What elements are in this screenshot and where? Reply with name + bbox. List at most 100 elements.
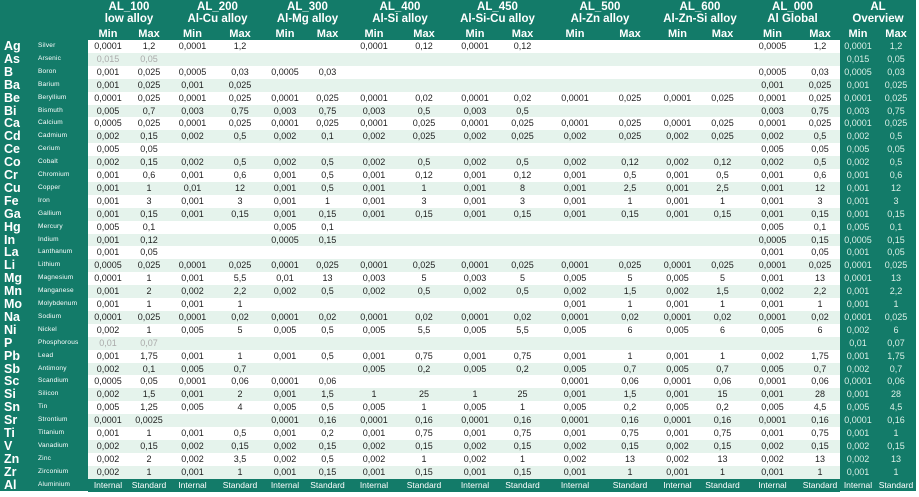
min-value: 0,0001: [271, 118, 299, 129]
row-background: [88, 169, 840, 182]
max-value: 1: [146, 273, 152, 284]
min-value: 0,0001: [94, 415, 122, 426]
max-value: 0,025: [711, 131, 734, 142]
min-value: Internal: [758, 479, 787, 490]
group-name: Al Global: [767, 12, 818, 25]
group-name: Al-Zn-Si alloy: [663, 12, 737, 25]
max-value: 0,15: [513, 208, 532, 219]
min-value: 0,002: [761, 440, 784, 451]
max-value: 15: [717, 389, 728, 400]
min-value: Internal: [663, 479, 692, 490]
min-value: 0,005: [273, 324, 297, 335]
max-value: 1: [719, 350, 725, 361]
max-value: 0,16: [811, 415, 829, 426]
row-background: [88, 439, 840, 453]
table-row-be: Be Beryllium 0,0001 0,025 0,0001 0,025 0,0001 0…: [0, 91, 916, 105]
min-value: 0,002: [463, 453, 487, 464]
min-value: 0,002: [563, 157, 587, 168]
max-value: 1: [627, 466, 633, 477]
max-value: 0,06: [318, 376, 337, 387]
table-row-bi: Bi Bismuth 0,005 0,7 0,003 0,75 0,003 0,75 0,003…: [0, 104, 916, 118]
element-name: Nickel: [38, 325, 57, 333]
max-value: Standard: [612, 479, 648, 490]
max-value: 0,1: [321, 131, 334, 142]
element-symbol: Zr: [4, 464, 17, 479]
max-value: 0,15: [513, 440, 532, 451]
element-symbol: Ba: [4, 77, 20, 92]
element-name: Tin: [38, 403, 48, 411]
table-row-hg: Hg Mercury 0,005 0,1 0,005 0,1 0,005 0,1 0,005 0,…: [0, 220, 916, 234]
table-row-b: B Boron 0,001 0,025 0,0005 0,03 0,0005 0,03 0,00…: [0, 65, 916, 79]
max-value: 1: [421, 402, 427, 413]
min-value: 0,001: [761, 182, 784, 193]
min-value: 0,0001: [271, 415, 299, 426]
max-value: 0,75: [513, 350, 532, 361]
group-code: AL_200: [197, 1, 238, 13]
min-value: 0,002: [273, 453, 297, 464]
table-row-fe: Fe Iron 0,001 3 0,001 3 0,001 1 0,001 3 0,001 3 0,00…: [0, 194, 916, 208]
max-value: 1,2: [142, 41, 156, 51]
row-background: [88, 478, 840, 492]
group-header: AL_200 Al-Cu alloy: [170, 1, 265, 25]
column-header-max: Max: [885, 28, 907, 40]
max-value: 0,15: [621, 440, 639, 451]
max-value: 0,12: [513, 41, 532, 51]
min-value: 0,002: [96, 389, 120, 400]
max-value: 0,03: [887, 66, 905, 77]
min-value: 0,001: [563, 389, 587, 400]
min-value: 0,002: [761, 131, 784, 142]
min-value: 0,0001: [844, 260, 872, 271]
min-value: 0,001: [846, 466, 870, 477]
max-value: 0,03: [231, 66, 249, 77]
min-value: 0,005: [666, 402, 689, 413]
min-value: 0,003: [761, 105, 784, 116]
min-value: 0,001: [96, 208, 120, 219]
max-value: 5: [519, 273, 525, 284]
max-value: 0,025: [412, 131, 436, 142]
min-value: 0,001: [463, 428, 487, 438]
max-value: 5,5: [233, 273, 247, 284]
element-symbol: Sn: [4, 400, 20, 415]
max-value: 0,025: [137, 79, 161, 90]
max-value: 1: [421, 453, 427, 464]
min-value: 0,0001: [360, 92, 388, 103]
element-name: Chromium: [38, 171, 70, 178]
max-value: 0,15: [811, 208, 829, 219]
min-value: 0,0001: [461, 41, 489, 51]
max-value: 0,1: [142, 363, 156, 374]
max-value: 1,5: [321, 389, 334, 400]
max-value: 3: [237, 195, 243, 206]
min-value: 0,002: [563, 131, 587, 142]
group-header: AL_100 low alloy: [88, 1, 170, 25]
element-name: Copper: [38, 183, 61, 191]
column-header-max: Max: [511, 28, 534, 40]
max-value: 1: [146, 466, 152, 477]
max-value: 0,025: [137, 66, 161, 77]
max-value: 1,5: [623, 286, 637, 297]
min-value: 0,002: [273, 286, 297, 297]
min-value: 0,003: [181, 105, 204, 116]
min-value: 0,002: [846, 131, 870, 142]
max-value: 0,07: [887, 337, 905, 348]
row-background: [88, 336, 840, 350]
element-name: Zirconium: [38, 467, 69, 475]
min-value: 0,0001: [663, 311, 692, 322]
max-value: 0,5: [516, 157, 529, 168]
max-value: 0,2: [516, 363, 529, 374]
min-value: 0,003: [273, 105, 297, 116]
min-value: 0,0005: [94, 376, 122, 387]
row-background: [88, 40, 840, 53]
max-value: 0,025: [711, 118, 734, 129]
min-value: 0,001: [563, 428, 587, 438]
max-value: 3: [817, 195, 823, 206]
group-header: AL_000 Al Global: [745, 1, 840, 25]
column-header-max: Max: [619, 28, 641, 40]
row-background: [88, 233, 840, 247]
min-value: 0,002: [273, 131, 297, 142]
max-value: 0,03: [811, 66, 829, 77]
min-value: 0,0001: [844, 311, 872, 322]
max-value: 0,5: [321, 182, 334, 193]
max-value: 0,7: [889, 363, 903, 374]
min-value: 0,0001: [758, 118, 787, 129]
min-value: 0,0001: [94, 41, 122, 51]
